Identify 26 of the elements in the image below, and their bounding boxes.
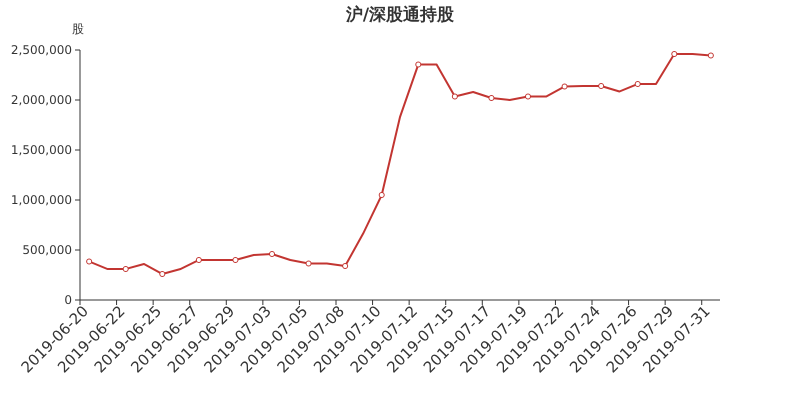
y-tick-label: 1,500,000 [10,143,72,157]
y-tick-label: 1,000,000 [10,193,72,207]
point [708,52,714,58]
y-tick-label: 500,000 [22,243,72,257]
point [306,260,312,266]
point [86,258,92,264]
point [159,271,166,277]
point [562,84,568,90]
point [452,94,458,100]
point [488,95,494,101]
point [196,257,202,263]
point [122,266,129,272]
chart-title: 沪/深股通持股 [344,5,456,25]
point [269,251,275,257]
y-tick-label: 2,000,000 [10,93,72,107]
point [232,257,238,263]
point [415,62,422,68]
y-axis-title: 股 [72,22,84,36]
point [671,51,678,57]
point [525,94,531,100]
y-tick-label: 0 [64,293,72,307]
point [598,83,604,89]
y-tick-label: 2,500,000 [10,43,72,57]
point [634,81,641,87]
point [342,263,348,269]
point [378,192,385,198]
